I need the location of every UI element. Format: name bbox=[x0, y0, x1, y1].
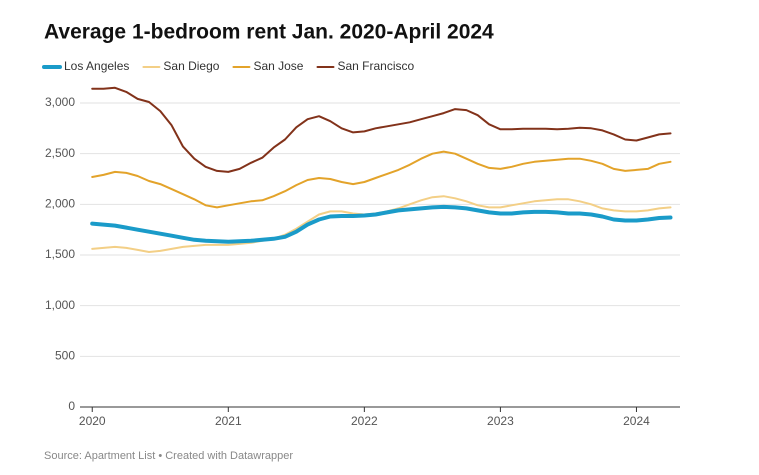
y-tick-label: 1,500 bbox=[45, 247, 75, 261]
line bbox=[91, 86, 672, 173]
x-tick-label: 2023 bbox=[487, 414, 514, 428]
legend-label: Los Angeles bbox=[64, 59, 129, 73]
legend-label: San Diego bbox=[163, 59, 219, 73]
x-tick-label: 2022 bbox=[351, 414, 378, 428]
y-tick-label: 500 bbox=[55, 349, 75, 363]
legend-label: San Jose bbox=[253, 59, 303, 73]
line bbox=[91, 150, 672, 209]
x-tick-label: 2020 bbox=[79, 414, 106, 428]
y-tick-label: 2,500 bbox=[45, 146, 75, 160]
source: Source: Apartment List • Created with Da… bbox=[44, 450, 293, 462]
legend-label: San Francisco bbox=[337, 59, 414, 73]
y-tick-label: 0 bbox=[68, 399, 75, 413]
chart-title: Average 1-bedroom rent Jan. 2020-April 2… bbox=[44, 21, 494, 44]
line bbox=[90, 204, 673, 244]
y-tick-label: 1,000 bbox=[45, 298, 75, 312]
x-tick-label: 2024 bbox=[623, 414, 650, 428]
y-tick-label: 3,000 bbox=[45, 95, 75, 109]
x-tick-label: 2021 bbox=[215, 414, 242, 428]
y-tick-label: 2,000 bbox=[45, 197, 75, 211]
